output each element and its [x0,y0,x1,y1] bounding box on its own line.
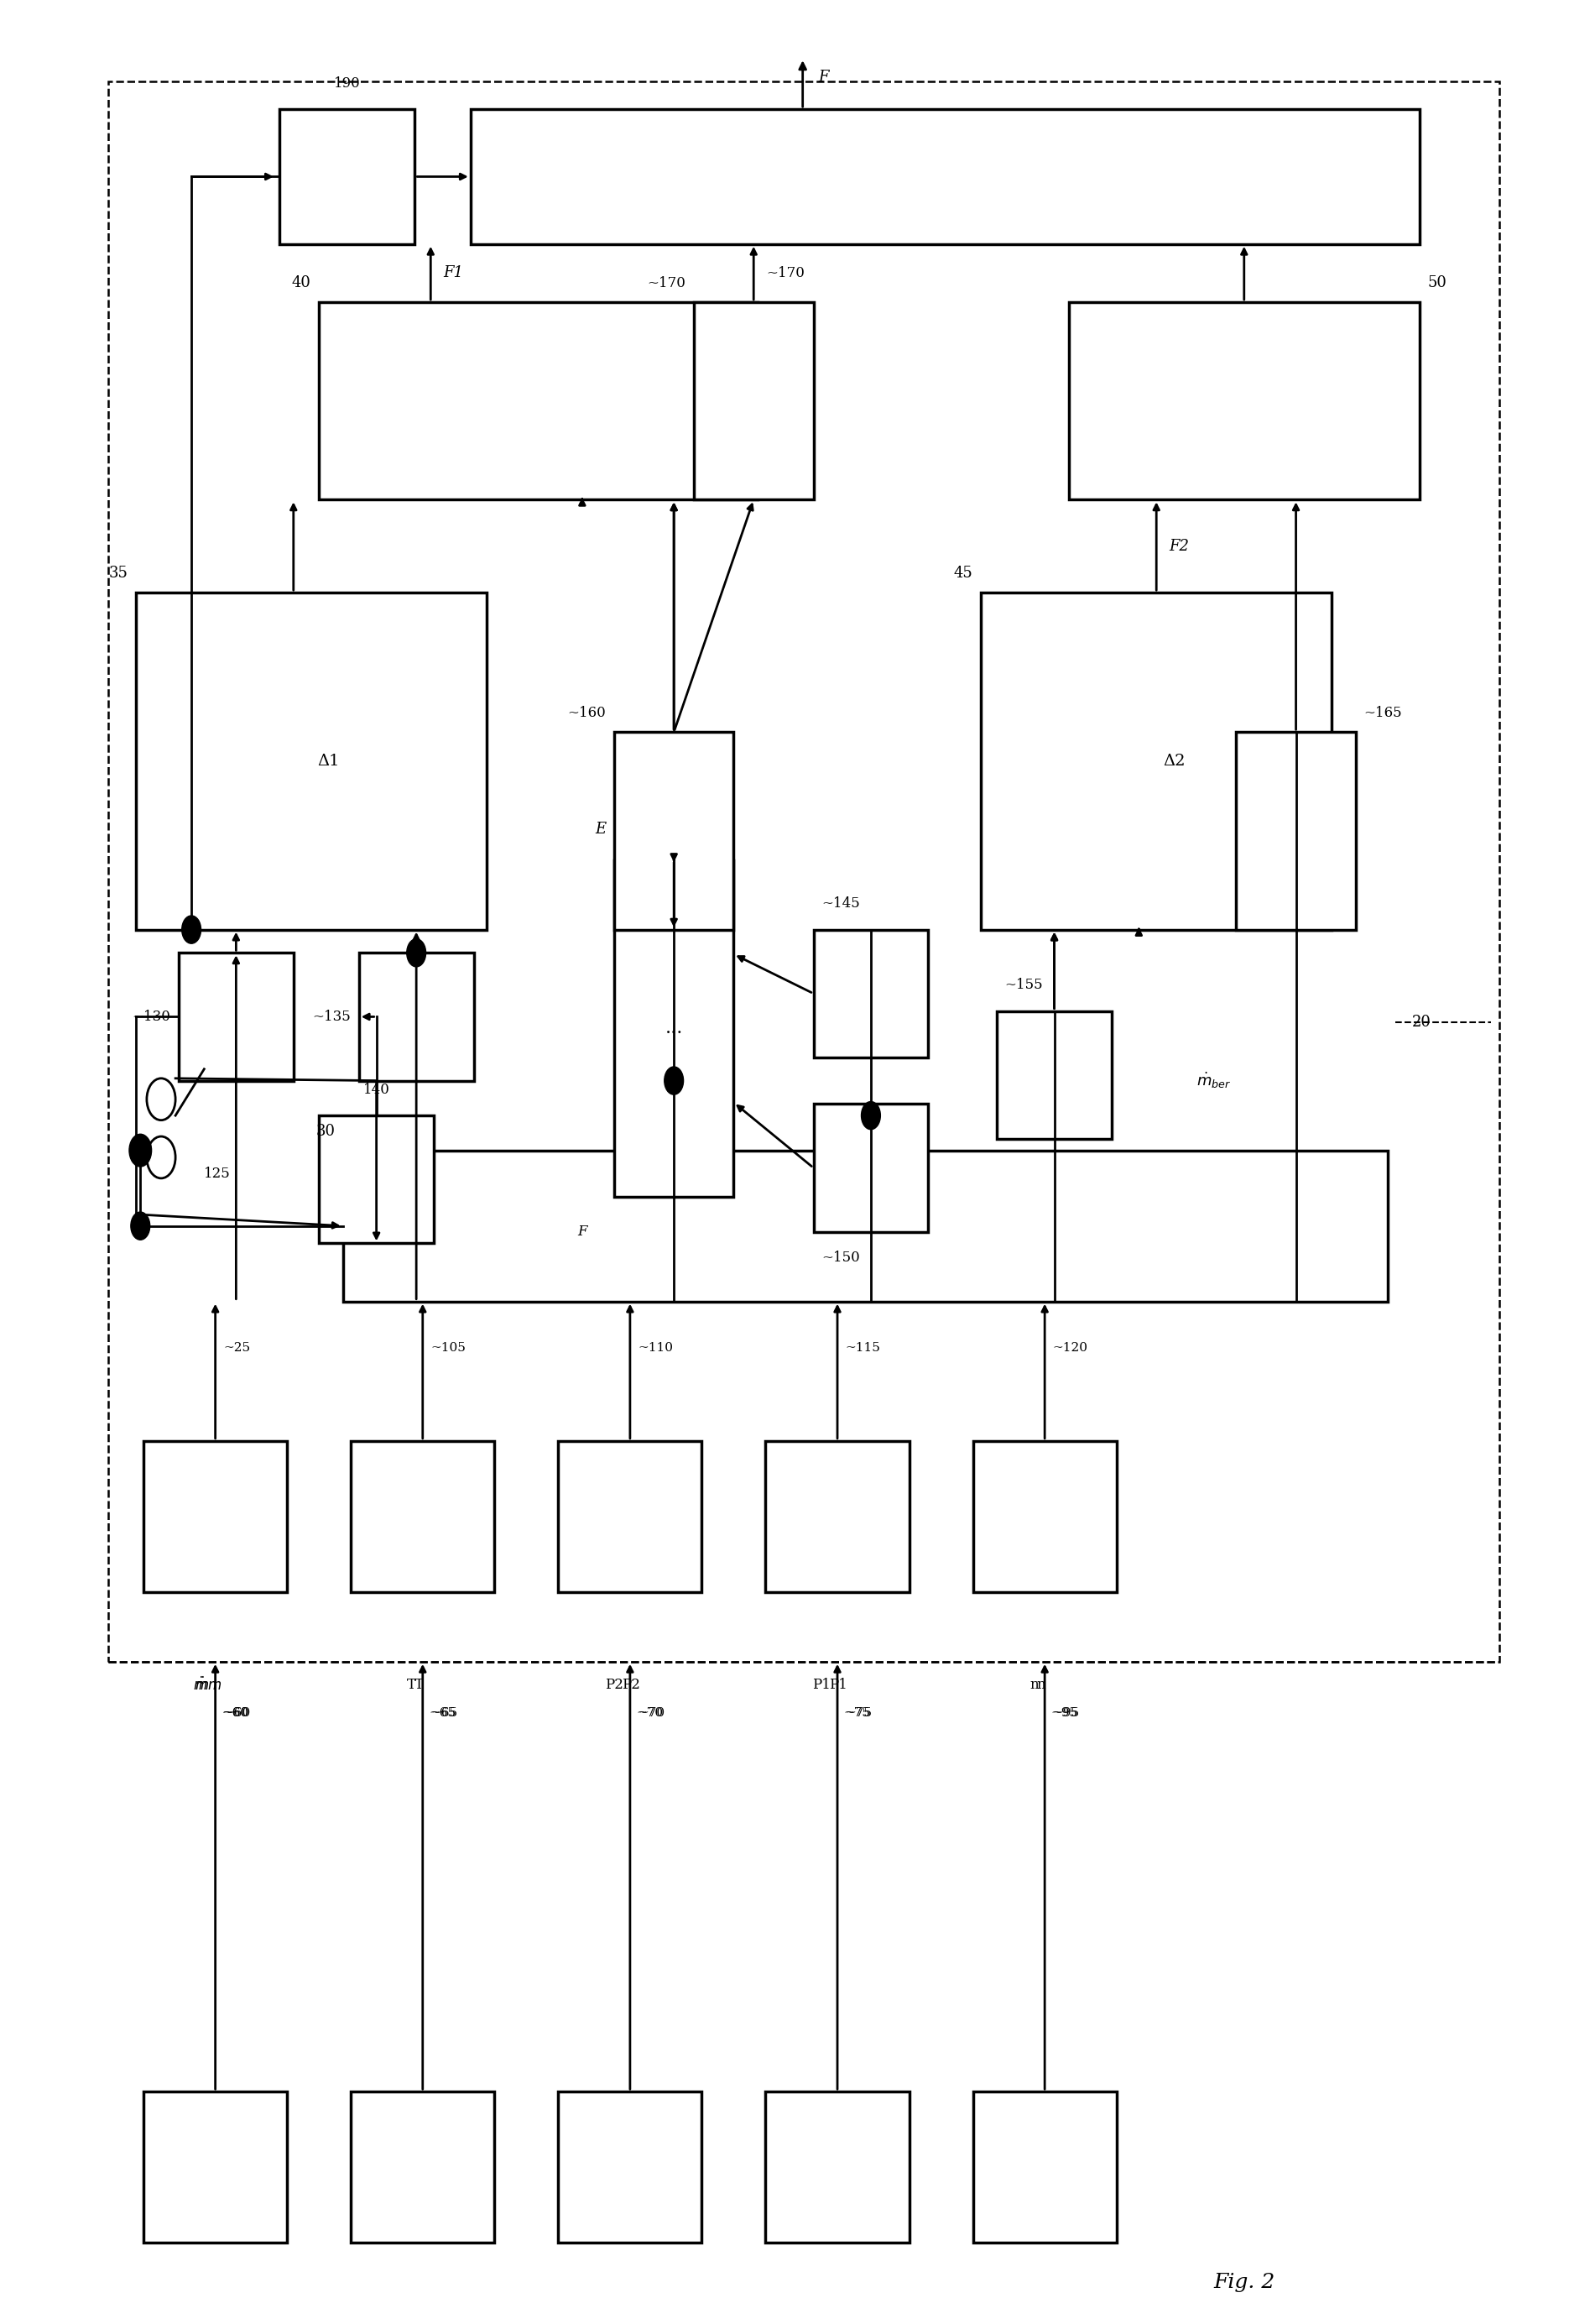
Text: ~150: ~150 [821,1250,860,1264]
Circle shape [131,1211,150,1239]
Text: T: T [407,1678,416,1692]
Text: Fig. 2: Fig. 2 [1214,2273,1274,2291]
Bar [136,593,486,930]
Text: F1: F1 [443,265,464,281]
Text: P2: P2 [605,1678,624,1692]
Text: ~65: ~65 [429,1706,456,1720]
Circle shape [182,916,201,944]
Bar [1069,302,1420,500]
Text: Δ1: Δ1 [317,753,340,769]
Text: $\dot{m}_{ber}$: $\dot{m}_{ber}$ [1196,1071,1231,1090]
Bar [813,930,928,1057]
Text: ~105: ~105 [431,1341,466,1355]
Text: P2: P2 [622,1678,641,1692]
Circle shape [861,1102,880,1129]
Bar [319,1116,434,1243]
Text: $\dot{m}$: $\dot{m}$ [193,1676,207,1694]
Bar [766,2092,909,2243]
Text: ~145: ~145 [821,897,860,911]
Text: ~75: ~75 [845,1706,872,1720]
Text: ~60: ~60 [222,1706,249,1720]
Bar [973,1441,1116,1592]
Text: ~60: ~60 [222,1706,249,1720]
Bar [694,302,813,500]
Bar [351,1441,494,1592]
Text: ~155: ~155 [1005,978,1043,992]
Circle shape [129,1134,152,1167]
Text: ~160: ~160 [568,706,606,720]
Text: 40: 40 [292,274,311,290]
Text: 190: 190 [333,77,360,91]
Text: P1: P1 [829,1678,849,1692]
Text: 30: 30 [316,1122,335,1139]
Bar [144,2092,287,2243]
Bar [359,953,474,1081]
Text: ~65: ~65 [431,1706,458,1720]
Bar [1236,732,1356,930]
Bar [108,81,1499,1662]
Bar [144,1441,287,1592]
Text: ~95: ~95 [1053,1706,1080,1720]
Text: ~70: ~70 [636,1706,664,1720]
Text: ~95: ~95 [1051,1706,1078,1720]
Text: 20: 20 [1412,1016,1431,1030]
Bar [766,1441,909,1592]
Text: ...: ... [665,1020,683,1037]
Text: ~135: ~135 [313,1009,351,1025]
Circle shape [407,939,426,967]
Text: T: T [415,1678,424,1692]
Text: ~110: ~110 [638,1341,673,1355]
Text: ~75: ~75 [844,1706,871,1720]
Bar [973,2092,1116,2243]
Bar [614,860,734,1197]
Text: $\dot{m}$: $\dot{m}$ [207,1676,222,1694]
Text: F: F [818,70,829,86]
Text: n: n [1029,1678,1038,1692]
Text: Δ2: Δ2 [1163,753,1185,769]
Bar [558,2092,702,2243]
Text: E: E [595,820,606,837]
Text: ~120: ~120 [1053,1341,1088,1355]
Text: ~115: ~115 [845,1341,880,1355]
Text: ~165: ~165 [1364,706,1402,720]
Bar [343,1150,1388,1301]
Text: ~25: ~25 [223,1341,250,1355]
Bar [813,1104,928,1232]
Bar [351,2092,494,2243]
Text: 140: 140 [364,1083,389,1097]
Text: ~130: ~130 [132,1009,171,1025]
Text: 35: 35 [108,565,128,581]
Text: P1: P1 [812,1678,831,1692]
Bar [319,302,758,500]
Text: ~170: ~170 [767,265,805,281]
Text: 125: 125 [204,1167,231,1181]
Bar [558,1441,702,1592]
Text: n: n [1037,1678,1046,1692]
Text: ~70: ~70 [638,1706,665,1720]
Text: F2: F2 [1169,539,1190,553]
Text: 45: 45 [954,565,973,581]
Bar [981,593,1332,930]
Bar [997,1011,1112,1139]
Bar [614,732,734,930]
Text: F: F [577,1225,587,1239]
Text: $\dot{m}$: $\dot{m}$ [195,1676,209,1694]
Text: ~60: ~60 [223,1706,250,1720]
Text: ~170: ~170 [648,277,686,290]
Bar [179,953,293,1081]
Text: 50: 50 [1428,274,1447,290]
Bar [471,109,1420,244]
Bar [279,109,415,244]
Circle shape [665,1067,684,1095]
